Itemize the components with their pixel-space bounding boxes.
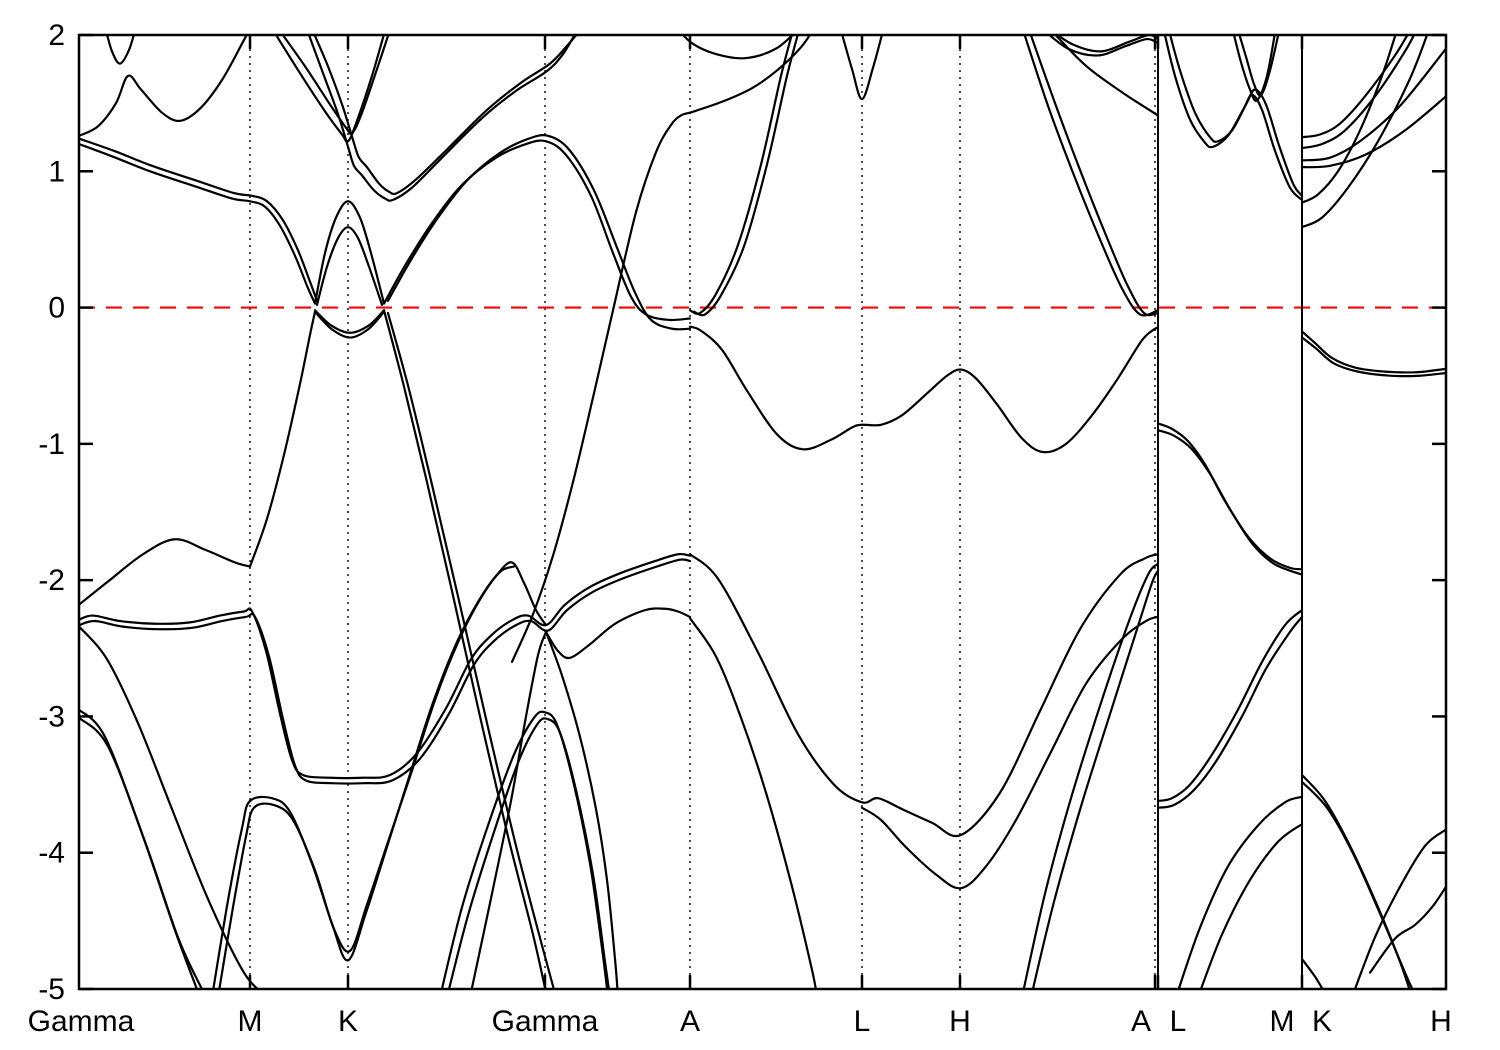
band-line-lm-low-a xyxy=(1156,609,1304,803)
band-line-m-riser xyxy=(248,310,317,568)
band-line-kh-fan-2 xyxy=(1300,35,1416,150)
x-axis-label-m: M xyxy=(1270,1005,1295,1038)
x-axis-label-a: A xyxy=(1131,1005,1151,1038)
y-axis-label: -2 xyxy=(38,564,65,597)
band-line-ga-riser xyxy=(510,111,692,664)
y-axis-label: 0 xyxy=(48,292,65,325)
band-line-val-flat-b xyxy=(79,558,692,785)
band-line-val-flat-a xyxy=(79,552,692,780)
band-line-kh-right-curve xyxy=(1368,885,1446,974)
band-line-kh-riser xyxy=(1353,828,1446,989)
x-axis-label-k: K xyxy=(1312,1005,1332,1038)
y-axis-label: -4 xyxy=(38,837,65,870)
band-line-lm-low-b xyxy=(1156,615,1304,809)
band-line-g2-dip-band xyxy=(544,607,692,660)
band-line-ha-s4-a xyxy=(1022,562,1160,989)
band-line-kh-val-b xyxy=(1300,336,1446,378)
band-line-lm-vdip-a xyxy=(1232,35,1276,102)
band-line-valence-w xyxy=(688,325,1160,454)
band-line-gm-band-b xyxy=(79,137,319,302)
y-axis-label: 2 xyxy=(48,19,65,52)
band-line-kh-fan-4 xyxy=(1300,95,1446,169)
band-line-kh-fan-1 xyxy=(1300,35,1409,139)
band-line-ha-v-b xyxy=(1029,35,1160,317)
k-gridlines-group xyxy=(249,35,1156,989)
band-line-k-notch-b xyxy=(313,35,578,196)
x-axis-labels-group: Gamma M K Gamma A L H A L M K H xyxy=(28,1005,1452,1038)
band-line-g2-lambda-a xyxy=(440,710,609,989)
band-line-gm-band-a xyxy=(79,142,317,305)
band-line-ha-v-a xyxy=(1023,35,1160,317)
band-line-kh-corner xyxy=(1300,957,1324,989)
y-axis-label: -3 xyxy=(38,700,65,733)
band-line-k-hat-outer xyxy=(313,200,386,305)
plot-border xyxy=(77,33,1448,991)
y-axis-label: 1 xyxy=(48,155,65,188)
band-line-alha-s1 xyxy=(688,553,1160,838)
band-line-lm-riser-b xyxy=(1199,822,1304,989)
band-line-l-top-dip xyxy=(841,35,884,101)
x-axis-label-l: L xyxy=(854,1005,871,1038)
x-axis-label-gamma: Gamma xyxy=(492,1005,599,1038)
band-line-lm-vdip-b xyxy=(1238,35,1280,97)
band-line-g2-lambda-b xyxy=(447,717,610,989)
band-line-g1-desc-pair-b xyxy=(79,716,204,989)
band-line-ha-top-dip-a xyxy=(1047,35,1160,57)
panel-separators-group xyxy=(1157,35,1303,989)
band-line-al-riser-b xyxy=(692,35,799,317)
band-line-al-s2 xyxy=(688,617,817,989)
band-line-k-notch-a xyxy=(307,35,576,202)
band-line-k-smile-a xyxy=(313,309,386,334)
band-line-lm-cond-b xyxy=(1169,35,1304,197)
x-axis-label-gamma: Gamma xyxy=(28,1005,135,1038)
band-line-gm-upper-wave xyxy=(79,35,248,137)
band-line-lm-val-b xyxy=(1156,429,1304,576)
band-line-val-gm-max xyxy=(79,538,252,606)
band-line-cond-kga-a xyxy=(382,139,692,322)
band-line-al-riser-a xyxy=(688,35,793,315)
y-axis-label: -5 xyxy=(38,973,65,1006)
band-line-k-desc-b xyxy=(386,311,555,989)
band-line-g2-steep-left xyxy=(470,630,548,989)
band-lines-group xyxy=(79,35,1446,989)
band-line-gm-top-dip xyxy=(105,35,135,65)
band-line-ha-s4-b xyxy=(1031,569,1160,989)
x-axis-label-h: H xyxy=(1430,1005,1452,1038)
axis-ticks-group xyxy=(79,33,1446,991)
band-line-a-kink-band xyxy=(688,35,812,114)
band-line-g1-desc-steep xyxy=(79,625,260,989)
x-axis-label-k: K xyxy=(338,1005,358,1038)
plot-border-group xyxy=(77,33,1448,991)
y-axis-labels-group: 2 1 0 -1 -2 -3 -4 -5 xyxy=(38,19,65,1006)
band-line-cond-kga-b xyxy=(386,134,692,331)
band-line-kv-a xyxy=(212,561,548,989)
band-line-kh-low-b xyxy=(1300,780,1414,989)
band-line-kh-steep-2 xyxy=(1300,35,1429,229)
band-line-kv-b xyxy=(218,565,516,989)
x-axis-label-a: A xyxy=(680,1005,700,1038)
band-line-k-smile-b xyxy=(314,311,385,339)
band-line-k-hat-inner xyxy=(315,226,384,306)
band-line-kh-fan-3 xyxy=(1300,47,1446,162)
y-axis-label: -1 xyxy=(38,428,65,461)
band-line-lm-riser-a xyxy=(1177,795,1304,989)
band-line-mk-v-b xyxy=(281,35,390,135)
x-axis-label-l: L xyxy=(1170,1005,1187,1038)
band-line-kh-steep-1 xyxy=(1300,35,1397,204)
band-line-kh-val-a xyxy=(1300,330,1446,374)
x-axis-label-h: H xyxy=(949,1005,971,1038)
band-line-g2-steep-right xyxy=(544,630,619,989)
band-line-ha-arrive-band xyxy=(1054,35,1160,117)
x-axis-label-m: M xyxy=(238,1005,263,1038)
